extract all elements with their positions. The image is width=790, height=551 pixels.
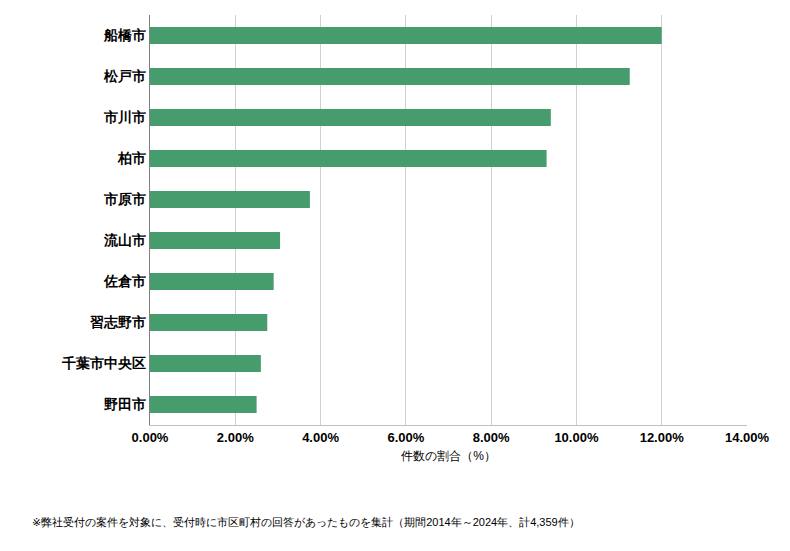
svg-text:14.00%: 14.00% [725, 430, 770, 445]
svg-text:習志野市: 習志野市 [90, 314, 146, 330]
svg-text:※弊社受付の案件を対象に、受付時に市区町村の回答があったもの: ※弊社受付の案件を対象に、受付時に市区町村の回答があったものを集計（期間2014… [32, 516, 580, 528]
svg-text:野田市: 野田市 [104, 396, 146, 412]
svg-text:市川市: 市川市 [103, 109, 146, 125]
svg-text:8.00%: 8.00% [473, 430, 510, 445]
svg-text:市原市: 市原市 [103, 191, 146, 207]
svg-text:件数の割合（%）: 件数の割合（%） [401, 449, 496, 463]
svg-text:0.00%: 0.00% [132, 430, 169, 445]
svg-text:流山市: 流山市 [103, 232, 146, 248]
svg-text:松戸市: 松戸市 [103, 68, 146, 84]
svg-text:柏市: 柏市 [117, 150, 146, 166]
svg-text:千葉市中央区: 千葉市中央区 [61, 355, 146, 371]
svg-text:佐倉市: 佐倉市 [103, 273, 146, 289]
svg-text:2.00%: 2.00% [217, 430, 254, 445]
svg-text:12.00%: 12.00% [640, 430, 685, 445]
svg-text:6.00%: 6.00% [387, 430, 424, 445]
svg-text:船橋市: 船橋市 [103, 27, 146, 43]
svg-text:10.00%: 10.00% [554, 430, 599, 445]
svg-text:4.00%: 4.00% [302, 430, 339, 445]
